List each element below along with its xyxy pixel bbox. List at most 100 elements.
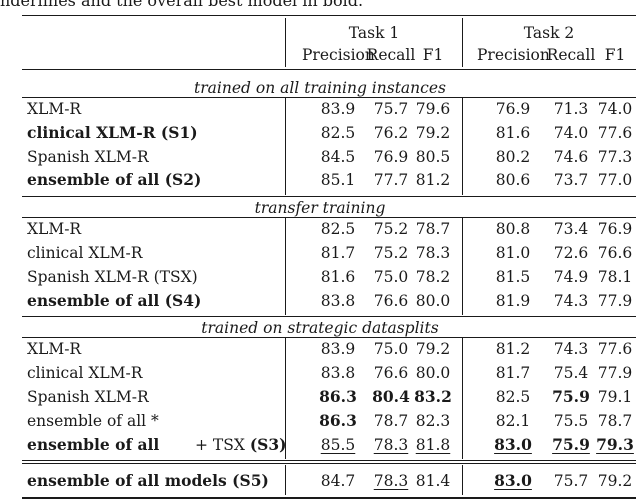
table-cell: 75.9 [552, 387, 590, 406]
table-cell: 81.2 [415, 171, 451, 190]
table-cell: 75.9 [552, 434, 590, 454]
section-rule [22, 97, 636, 98]
top-rule [22, 15, 636, 17]
table-cell: 80.5 [415, 147, 451, 166]
table-cell: 80.8 [495, 220, 531, 239]
table-cell: 81.2 [495, 340, 531, 359]
table-cell: 80.0 [415, 364, 451, 383]
table-cell: 82.1 [495, 411, 531, 430]
vline-2 [462, 98, 463, 196]
table-cell: 79.6 [415, 100, 451, 118]
model-name: ensemble of all (S2) [27, 170, 202, 190]
model-name: ensemble of all [27, 434, 160, 454]
table-cell: 78.3 [373, 435, 409, 454]
model-name: clinical XLM-R (S1) [27, 122, 198, 142]
table-cell: 84.7 [320, 472, 356, 491]
column-header: Recall [546, 46, 596, 64]
table-cell: 74.0 [553, 123, 589, 142]
table-cell: 78.3 [415, 244, 451, 262]
table-cell: 78.3 [373, 472, 409, 491]
column-header: Recall [366, 46, 416, 64]
model-name: Spanish XLM-R (TSX) [27, 267, 198, 286]
table-cell: 74.3 [553, 340, 589, 359]
table-cell: 81.0 [495, 244, 531, 262]
section-title: trained on strategic datasplits [201, 319, 439, 338]
table-cell: 76.9 [495, 100, 531, 118]
table-cell: 77.9 [597, 364, 633, 383]
section-rule [22, 337, 636, 339]
model-name: clinical XLM-R [27, 364, 143, 383]
model-suffix-text: + TSX [195, 435, 250, 454]
table-cell: 83.9 [320, 100, 356, 118]
table-cell: 77.9 [597, 291, 633, 310]
model-name: ensemble of all (S4) [27, 290, 202, 310]
table-cell: 78.1 [597, 267, 633, 286]
table-cell: 84.5 [320, 147, 356, 166]
table-cell: 79.3 [596, 434, 634, 454]
table-cell: 78.7 [597, 411, 633, 430]
table-cell: 78.7 [373, 411, 409, 430]
vline-2-a [462, 18, 463, 67]
model-name: XLM-R [27, 220, 82, 239]
model-name: XLM-R [27, 340, 82, 359]
model-name: Spanish XLM-R [27, 147, 149, 166]
column-header: F1 [604, 46, 626, 64]
table-cell: 80.2 [495, 147, 531, 166]
table-cell: 83.0 [494, 434, 532, 454]
model-name: XLM-R [27, 100, 82, 118]
model-suffix-tag: (S3) [249, 434, 287, 454]
table-cell: 75.7 [553, 472, 589, 491]
column-header: Precision [302, 46, 375, 64]
table-cell: 75.2 [373, 220, 409, 239]
task2-header: Task 2 [523, 24, 575, 42]
table-cell: 72.6 [553, 244, 589, 262]
table-cell: 76.2 [373, 123, 409, 142]
table-cell: 81.5 [495, 267, 531, 286]
table-cell: 81.6 [320, 267, 356, 286]
table-cell: 78.7 [415, 220, 451, 239]
table-cell: 83.8 [320, 364, 356, 383]
table-cell: 82.3 [415, 411, 451, 430]
table-cell: 75.2 [373, 244, 409, 262]
table-cell: 76.6 [373, 291, 409, 310]
block-rule [22, 196, 636, 198]
table-cell: 77.0 [597, 171, 633, 190]
column-header: F1 [422, 46, 444, 64]
table-cell: 75.0 [373, 340, 409, 359]
table-cell: 83.9 [320, 340, 356, 359]
task1-header: Task 1 [348, 24, 400, 42]
table-cell: 77.7 [373, 171, 409, 190]
table-cell: 75.0 [373, 267, 409, 286]
table-cell: 76.9 [597, 220, 633, 239]
vline-2-final [462, 465, 463, 496]
vline-1 [285, 338, 286, 460]
table-cell: 77.3 [597, 147, 633, 166]
vline-1 [285, 218, 286, 316]
table-cell: 82.5 [320, 220, 356, 239]
block-rule [22, 316, 636, 318]
table-cell: 77.6 [597, 123, 633, 142]
section-title: trained on all training instances [194, 79, 446, 97]
table-cell: 79.2 [597, 472, 633, 491]
table-cell: 83.2 [414, 387, 452, 406]
table-cell: 81.6 [495, 123, 531, 142]
section-rule [22, 217, 636, 219]
table-cell: 81.7 [320, 244, 356, 262]
table-cell: 80.0 [415, 291, 451, 310]
table-cell: 76.6 [373, 364, 409, 383]
table-cell: 71.3 [553, 100, 589, 118]
table-cell: 74.9 [553, 267, 589, 286]
table-cell: 74.3 [553, 291, 589, 310]
double-rule-bottom [22, 463, 636, 465]
table-cell: 76.9 [373, 147, 409, 166]
table-cell: 83.0 [494, 471, 532, 491]
table-cell: 80.4 [372, 387, 410, 406]
model-suffix: + TSX (S3) [195, 435, 287, 455]
table-cell: 83.8 [320, 291, 356, 310]
table-cell: 75.5 [553, 411, 589, 430]
table-cell: 85.1 [320, 171, 356, 190]
table-cell: 80.6 [495, 171, 531, 190]
table-cell: 79.1 [597, 388, 633, 406]
table-cell: 75.7 [373, 100, 409, 118]
table-cell: 73.4 [553, 220, 589, 239]
